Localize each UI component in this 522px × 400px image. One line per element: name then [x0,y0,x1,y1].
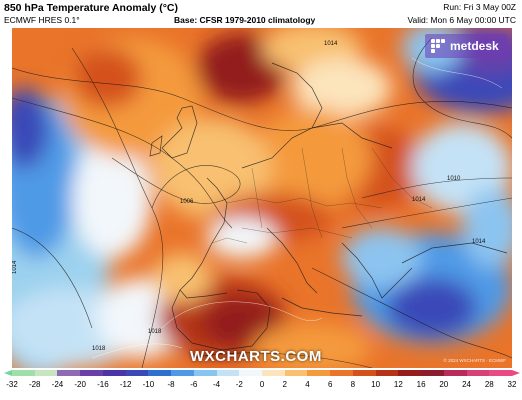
colorbar-segment [262,370,286,376]
colorbar-tick-label: 6 [327,380,333,389]
colorbar-segment [398,370,422,376]
colorbar-tick-label: 32 [507,380,517,389]
colorbar-tick-label: 28 [484,380,494,389]
wxcharts-watermark: WXCHARTS.COM [190,348,322,365]
colorbar-segment [125,370,149,376]
header: 850 hPa Temperature Anomaly (°C) ECMWF H… [0,0,522,28]
colorbar-tick-label: -6 [190,380,198,389]
colorbar-segment [80,370,104,376]
colorbar-tick-label: -8 [167,380,175,389]
colorbar-segment [375,370,399,376]
colorbar-segment [489,370,513,376]
model-label: ECMWF HRES 0.1° [4,15,80,25]
colorbar-segment [34,370,58,376]
colorbar-tick-label: 12 [393,380,403,389]
isobar-label: 1010 [447,176,461,182]
isobars [12,37,512,368]
colorbar-segment [216,370,240,376]
colorbar-segment [102,370,127,376]
colorbar-tick-label: -12 [119,380,132,389]
colorbar-tick-label: 0 [259,380,265,389]
colorbar-tick-label: -4 [212,380,221,389]
colorbar-segment [307,370,331,376]
anomaly-map[interactable]: 1014 1010 1014 1006 1014 1018 1018 1014 [12,28,512,368]
isobar-label: 1018 [92,346,106,352]
colorbar-tick-label: 4 [305,380,310,389]
isotherms [91,57,503,359]
metdesk-logo[interactable]: metdesk [425,34,507,58]
colorbar-tick-label: 24 [462,380,471,389]
coastlines [149,62,508,351]
colorbar-segment [284,370,308,376]
isobar-label: 1014 [472,239,486,245]
colorbar-tick-label: 20 [439,380,449,389]
chart-title: 850 hPa Temperature Anomaly (°C) [4,2,178,14]
colorbar-segment [148,370,172,376]
anomaly-field [12,28,512,368]
colorbar-tick-label: -16 [97,380,109,389]
valid-label: Valid: Mon 6 May 00:00 UTC [407,15,517,25]
map-svg: 1014 1010 1014 1006 1014 1018 1018 1014 [12,28,512,368]
colorbar-segment [239,370,263,376]
colorbar-tick-label: -28 [28,380,41,389]
colorbar-tick-label: -32 [6,380,18,389]
colorbar-tick-label: -10 [142,380,155,389]
colorbar-tick-label: 8 [350,380,356,389]
isobar-label: 1014 [324,41,338,47]
copyright-text: © 2024 WXCHARTS · ECMWF [443,358,507,363]
colorbar-segment [421,370,445,376]
colorbar-segment [193,370,218,376]
metdesk-logo-text: metdesk [450,39,499,53]
colorbar-segment [171,370,195,376]
isobar-label: 1014 [12,260,18,274]
colorbar-segment [352,370,377,376]
country-borders [211,147,433,244]
colorbar-tick-label: -24 [51,380,64,389]
colorbar-ticks: -32 -28 -24 -20 -16 -12 -10 -8 -6 -4 -2 0 2 4 6 8 10 12 16… [6,380,516,394]
colorbar-segment [330,370,354,376]
isobar-labels: 1014 1010 1014 1006 1014 1018 1018 1014 [12,41,486,352]
colorbar-segment [466,370,490,376]
run-label: Run: Fri 3 May 00Z [443,2,516,12]
colorbar-tick-label: 10 [371,380,381,389]
metdesk-icon [431,39,445,53]
colorbar-tick-label: 2 [282,380,287,389]
colorbar-tick-label: 16 [416,380,426,389]
isobar-label: 1006 [180,199,194,205]
colorbar-segment [57,370,81,376]
colorbar-tick-label: -20 [74,380,86,389]
colorbar-arrow-right [512,370,520,376]
isobar-label: 1018 [148,329,162,335]
colorbar-arrow-left [4,370,12,376]
isobar-label: 1014 [412,197,426,203]
base-label: Base: CFSR 1979-2010 climatology [174,15,316,25]
colorbar [4,370,520,380]
colorbar-tick-label: -2 [235,380,243,389]
colorbar-segment [12,370,36,376]
colorbar-segment [443,370,468,376]
